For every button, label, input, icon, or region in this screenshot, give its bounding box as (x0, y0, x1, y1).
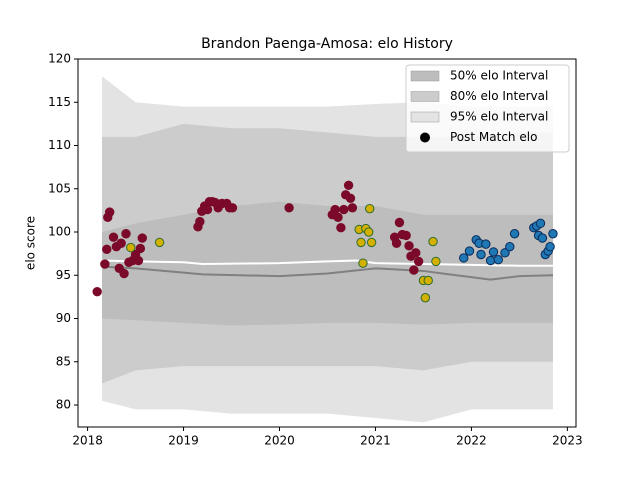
elo-point (464, 246, 475, 256)
elo-point (413, 256, 424, 267)
legend-swatch (410, 91, 440, 102)
elo-point (336, 222, 346, 233)
y-tick-label: 120 (48, 52, 71, 66)
elo-point (137, 233, 147, 243)
elo-point (500, 248, 510, 258)
x-tick-label: 2023 (552, 434, 583, 448)
elo-point (509, 229, 520, 239)
legend-label: Post Match elo (450, 130, 537, 144)
elo-point (333, 212, 343, 223)
elo-point (391, 238, 402, 248)
elo-point (366, 237, 377, 248)
elo-point (420, 293, 431, 303)
chart-title: Brandon Paenga-Amosa: elo History (201, 36, 453, 52)
elo-point (428, 236, 438, 247)
elo-point (347, 203, 358, 213)
y-axis-label: elo score (24, 216, 38, 270)
interval-band (101, 201, 553, 326)
x-tick-label: 2019 (168, 434, 199, 448)
elo-point (227, 203, 238, 213)
elo-point (409, 265, 419, 275)
legend-marker (420, 132, 430, 143)
elo-point (537, 233, 548, 243)
elo-point (423, 275, 433, 286)
x-tick-label: 2021 (360, 434, 391, 448)
elo-point (364, 203, 375, 214)
trend-line (101, 259, 553, 267)
x-tick-label: 2022 (456, 434, 487, 448)
elo-point (116, 238, 126, 248)
elo-point (195, 216, 205, 227)
legend-swatch (410, 70, 440, 82)
elo-point (135, 243, 146, 254)
elo-point (459, 253, 469, 263)
axes-frame (77, 58, 577, 428)
elo-point (493, 254, 503, 265)
x-tick-label: 2018 (72, 434, 103, 448)
elo-point (535, 218, 546, 229)
elo-point (364, 227, 374, 237)
y-tick-label: 80 (56, 398, 71, 412)
x-tick-label: 2020 (264, 434, 295, 448)
elo-point (154, 237, 165, 248)
elo-point (339, 204, 349, 215)
elo-point (202, 204, 213, 215)
y-tick-label: 90 (56, 311, 71, 325)
elo-point (100, 259, 110, 269)
trend-line (101, 265, 553, 281)
elo-point (431, 256, 441, 267)
legend-swatch (410, 111, 440, 123)
elo-point (505, 242, 515, 252)
elo-point (488, 247, 499, 257)
elo-point (284, 203, 294, 213)
elo-point (476, 249, 486, 260)
y-tick-label: 105 (48, 181, 71, 195)
y-tick-label: 115 (48, 95, 71, 109)
elo-point (485, 255, 496, 266)
elo-point (356, 237, 366, 248)
elo-point (481, 239, 491, 249)
elo-point (108, 232, 119, 242)
y-tick-label: 100 (48, 225, 71, 239)
elo-point (121, 229, 131, 239)
elo-point (548, 229, 558, 239)
elo-point (133, 255, 144, 266)
y-tick-label: 110 (48, 138, 71, 152)
y-tick-label: 85 (56, 354, 71, 368)
elo-point (545, 242, 555, 252)
elo-point (411, 248, 421, 258)
legend-box (405, 64, 570, 153)
elo-point (394, 217, 405, 228)
legend-label: 95% elo Interval (450, 110, 548, 124)
elo-point (401, 230, 411, 241)
elo-point (358, 258, 368, 268)
elo-point (404, 241, 414, 251)
elo-point (330, 204, 340, 215)
elo-point (104, 207, 115, 217)
elo-point (119, 268, 129, 279)
y-tick-label: 95 (56, 268, 71, 282)
legend-label: 50% elo Interval (450, 69, 548, 83)
elo-point (92, 287, 102, 297)
elo-point (126, 242, 136, 253)
elo-point (345, 193, 356, 203)
legend-label: 80% elo Interval (450, 89, 548, 103)
elo-point (102, 244, 112, 255)
elo-point (343, 180, 354, 190)
